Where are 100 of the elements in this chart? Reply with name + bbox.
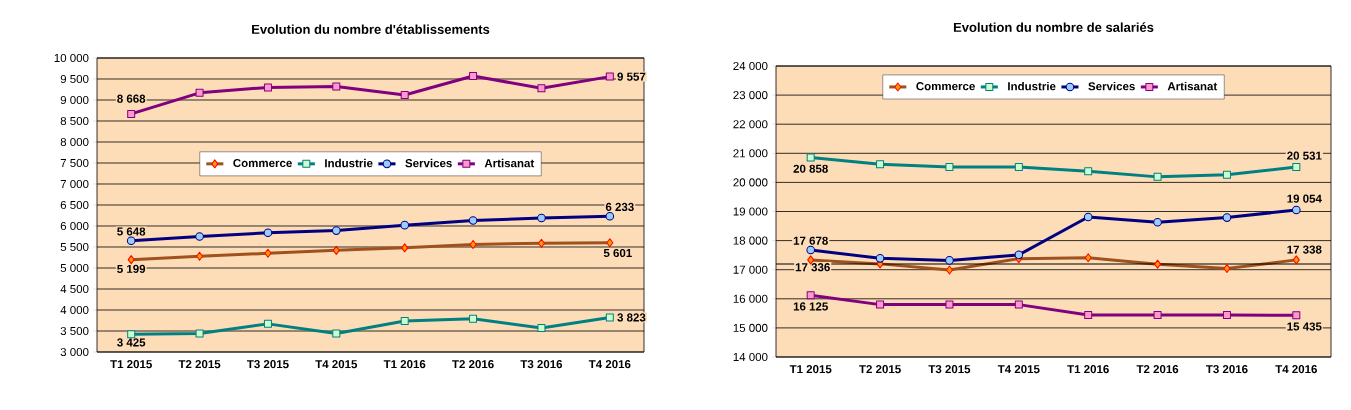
point: [195, 329, 204, 338]
point: [875, 254, 885, 263]
data-label: 15 435: [1287, 322, 1322, 331]
x-tick-label: T2 2015: [859, 365, 901, 374]
x-tick-label: T3 2015: [928, 365, 971, 374]
data-label: 19 054: [1287, 194, 1322, 203]
y-tick-label: 8 500: [60, 116, 89, 126]
point: [1153, 311, 1162, 320]
y-tick-label: 9 000: [60, 95, 89, 105]
y-tick-label: 17 000: [733, 265, 768, 274]
y-tick-label: 15 000: [733, 323, 768, 332]
x-tick-label: T4 2015: [315, 360, 358, 369]
y-tick-label: 9 500: [60, 74, 89, 84]
x-tick-label: T2 2016: [1136, 365, 1179, 374]
point: [400, 220, 409, 230]
y-tick-label: 7 500: [60, 158, 89, 168]
x-tick-label: T1 2016: [1067, 365, 1109, 374]
chart-title: Evolution du nombre d'établissements: [252, 24, 490, 34]
point: [605, 72, 614, 81]
x-tick-label: T1 2015: [110, 360, 152, 369]
y-tick-label: 4 000: [60, 305, 89, 315]
point: [806, 291, 815, 300]
legend-label: Commerce: [233, 158, 292, 168]
data-label: 20 531: [1287, 151, 1322, 160]
point: [1153, 217, 1162, 227]
x-tick-label: T2 2015: [178, 360, 221, 369]
point: [1222, 311, 1231, 320]
y-tick-label: 20 000: [733, 178, 768, 187]
point: [1222, 213, 1232, 222]
point: [1292, 162, 1301, 171]
point: [126, 236, 136, 246]
y-tick-label: 8 000: [60, 137, 89, 147]
x-tick-label: T2 2016: [452, 360, 494, 369]
legend-label: Commerce: [916, 82, 975, 91]
data-label: 16 125: [793, 302, 828, 311]
point: [876, 160, 885, 169]
point: [1153, 172, 1162, 181]
point: [537, 84, 546, 93]
y-tick-label: 6 500: [60, 200, 89, 210]
point: [876, 300, 885, 309]
point: [1292, 311, 1301, 320]
point: [332, 82, 341, 91]
x-tick-label: T1 2016: [383, 360, 426, 369]
x-tick-label: T3 2016: [520, 360, 563, 369]
y-tick-label: 23 000: [733, 91, 768, 100]
point: [1014, 162, 1023, 171]
y-tick-label: 10 000: [54, 53, 89, 63]
point: [400, 90, 409, 99]
data-label: 6 233: [605, 202, 634, 212]
data-label: 3 823: [617, 313, 646, 322]
x-tick-label: T4 2016: [1275, 365, 1317, 374]
point: [332, 226, 341, 235]
point: [605, 211, 615, 221]
x-tick-label: T4 2015: [997, 365, 1040, 374]
point: [469, 314, 478, 323]
y-tick-label: 6 000: [60, 221, 89, 231]
data-label: 5 648: [117, 227, 146, 236]
data-label: 17 338: [1287, 245, 1322, 254]
point: [400, 316, 409, 325]
point: [263, 228, 273, 238]
point: [1014, 300, 1023, 309]
point: [127, 109, 136, 118]
chart-title: Evolution du nombre de salariés: [953, 22, 1154, 32]
point: [537, 213, 546, 223]
data-label: 3 425: [117, 338, 146, 347]
point: [468, 216, 478, 225]
y-tick-label: 21 000: [733, 149, 768, 158]
point: [945, 256, 954, 265]
point: [605, 313, 614, 322]
legend-label: Services: [405, 158, 452, 168]
point: [537, 324, 546, 333]
x-tick-label: T1 2015: [789, 365, 832, 374]
point: [195, 88, 204, 97]
legend-label: Industrie: [325, 158, 373, 168]
x-tick-label: T3 2016: [1205, 365, 1248, 374]
point: [1222, 170, 1231, 179]
y-tick-label: 4 500: [60, 284, 89, 294]
y-tick-label: 5 000: [60, 263, 89, 273]
y-tick-label: 3 500: [60, 326, 89, 336]
point: [1084, 311, 1093, 320]
point: [332, 329, 341, 338]
x-tick-label: T3 2015: [246, 360, 289, 369]
point: [945, 162, 954, 171]
y-tick-label: 3 000: [60, 347, 89, 357]
point: [195, 232, 204, 241]
data-label: 8 668: [117, 94, 146, 103]
point: [1084, 167, 1093, 176]
data-label: 9 557: [617, 72, 646, 81]
point: [806, 153, 815, 162]
data-label: 17 678: [793, 236, 828, 245]
data-label: 5 199: [117, 264, 146, 273]
point: [945, 300, 954, 309]
y-tick-label: 7 000: [60, 179, 89, 189]
y-tick-label: 19 000: [733, 207, 768, 216]
data-label: 20 858: [793, 164, 828, 173]
legend-label: Artisanat: [484, 158, 535, 168]
point: [469, 72, 478, 81]
legend-label: Artisanat: [1167, 81, 1218, 91]
y-tick-label: 18 000: [733, 236, 768, 245]
y-tick-label: 5 500: [60, 242, 89, 252]
